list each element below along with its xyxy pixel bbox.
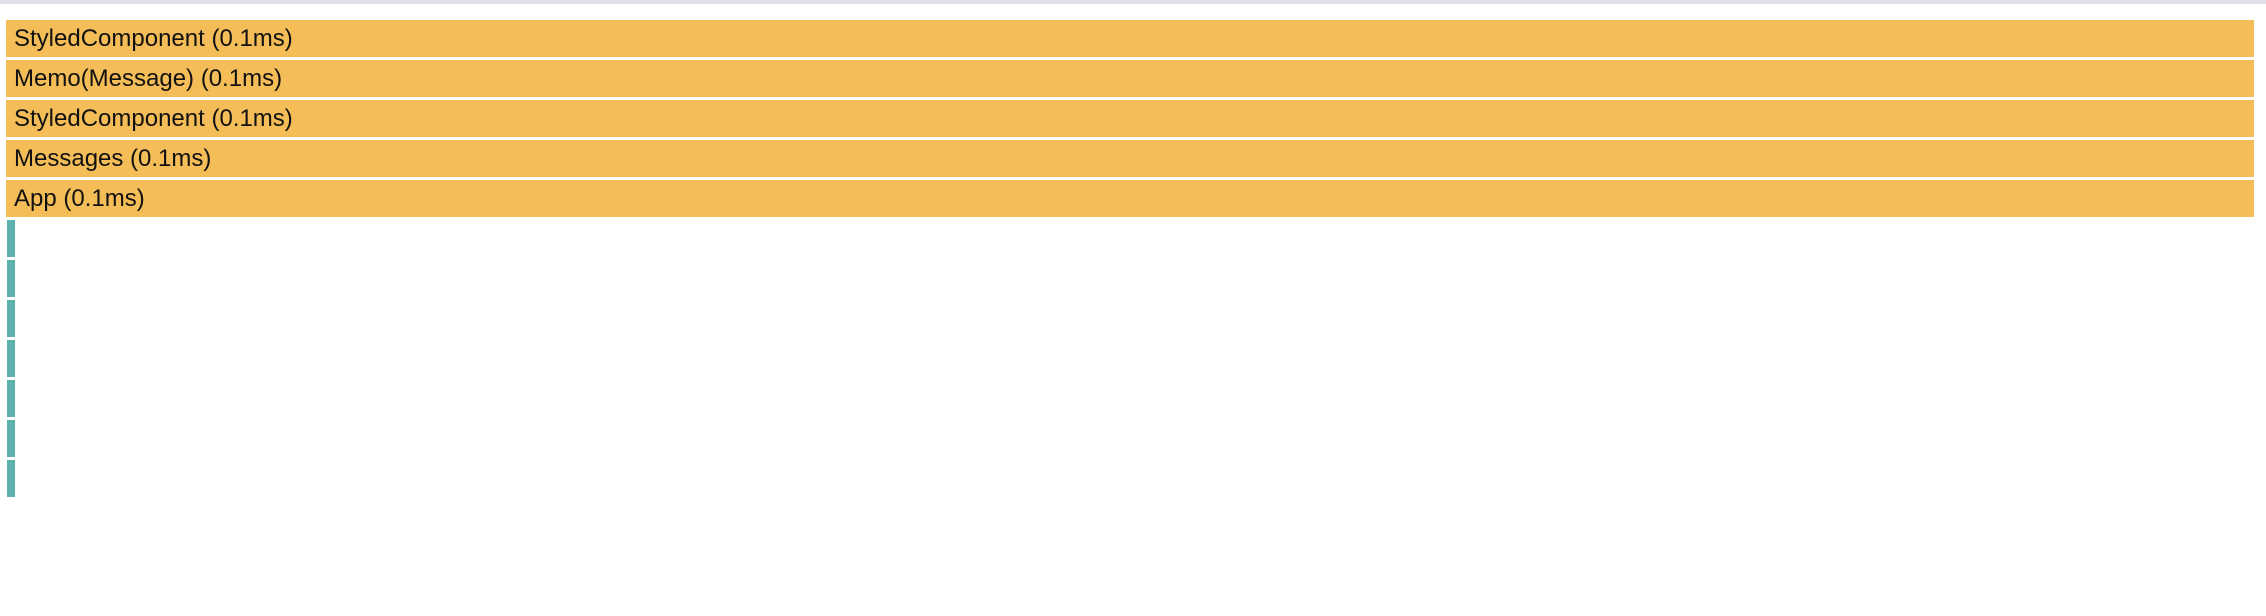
flamegraph-bar-styledcomponent[interactable]: StyledComponent (0.1ms)	[6, 20, 2254, 57]
flamegraph-bar-messages[interactable]: Messages (0.1ms)	[6, 140, 2254, 177]
flamegraph-bar-collapsed[interactable]	[7, 220, 15, 257]
flamegraph-bar-app[interactable]: App (0.1ms)	[6, 180, 2254, 217]
flamegraph: StyledComponent (0.1ms) Memo(Message) (0…	[6, 20, 2254, 500]
top-border	[0, 0, 2266, 4]
flamegraph-bar-styledcomponent[interactable]: StyledComponent (0.1ms)	[6, 100, 2254, 137]
flamegraph-bar-collapsed[interactable]	[7, 420, 15, 457]
flamegraph-bar-collapsed[interactable]	[7, 340, 15, 377]
flamegraph-bar-collapsed[interactable]	[7, 380, 15, 417]
flamegraph-bar-collapsed[interactable]	[7, 260, 15, 297]
flamegraph-bar-collapsed[interactable]	[7, 460, 15, 497]
flamegraph-bar-memo-message[interactable]: Memo(Message) (0.1ms)	[6, 60, 2254, 97]
flamegraph-bar-collapsed[interactable]	[7, 300, 15, 337]
